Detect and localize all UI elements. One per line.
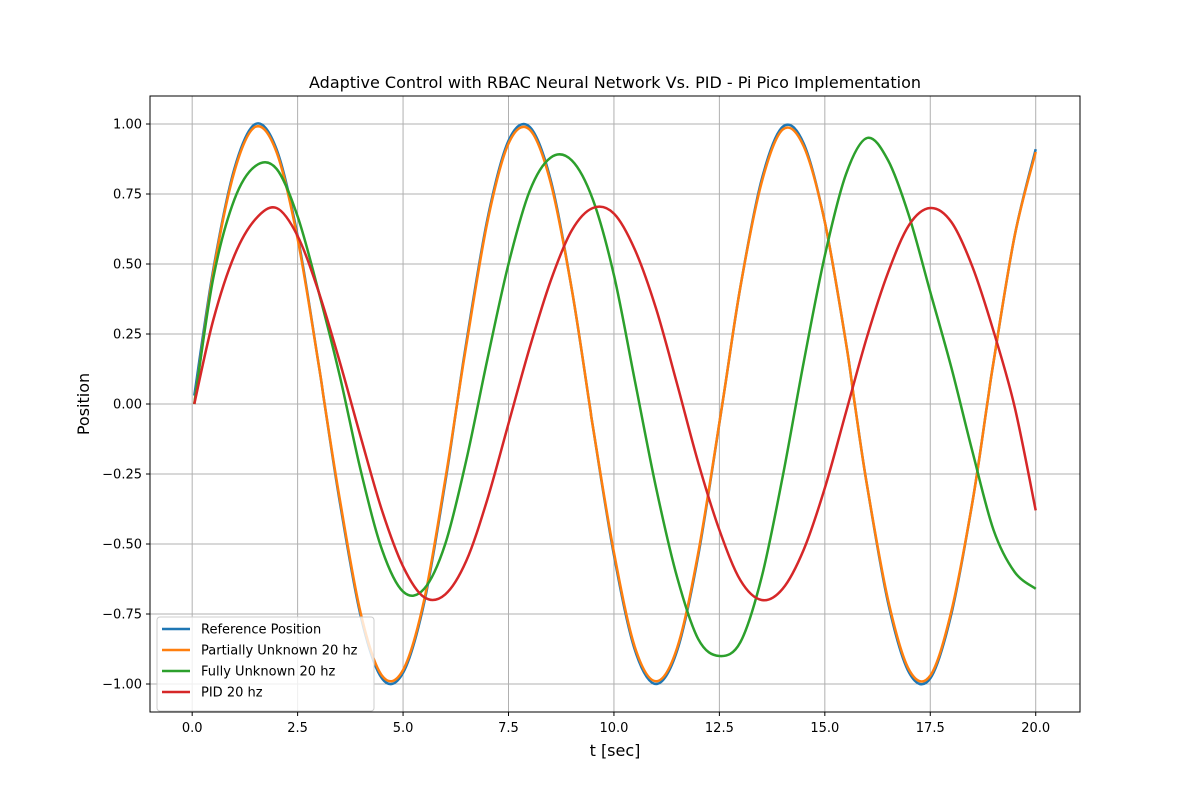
y-tick-label: 0.50 <box>113 258 142 273</box>
x-tick-label: 17.5 <box>916 721 945 736</box>
y-tick-label: −0.25 <box>102 468 142 483</box>
series-line-partially-unknown-20-hz <box>193 124 1037 683</box>
legend: Reference Position Partially Unknown 20 h… <box>156 616 375 712</box>
y-tick-label: −0.50 <box>102 538 142 553</box>
x-tick-label: 15.0 <box>810 721 839 736</box>
series-lines <box>193 122 1037 686</box>
x-tick-label: 20.0 <box>1021 721 1050 736</box>
x-tick-label: 12.5 <box>705 721 734 736</box>
y-tick-label: −0.75 <box>102 608 142 623</box>
y-tick-label: 0.25 <box>113 328 142 343</box>
chart-title: Adaptive Control with RBAC Neural Networ… <box>309 73 921 92</box>
legend-label: PID 20 hz <box>201 686 263 701</box>
y-tick-label: 0.00 <box>113 398 142 413</box>
legend-label: Partially Unknown 20 hz <box>201 644 358 659</box>
x-axis-label: t [sec] <box>590 741 641 760</box>
y-tick-label: 0.75 <box>113 188 142 203</box>
series-line-fully-unknown-20-hz <box>193 136 1037 658</box>
axis-ticks: 0.0 2.5 5.0 7.5 10.0 12.5 15.0 17.5 20.0 1.00 0.75… <box>102 118 1050 737</box>
x-tick-label: 2.5 <box>287 721 308 736</box>
y-axis-label: Position <box>74 373 93 435</box>
y-tick-label: 1.00 <box>113 118 142 133</box>
grid <box>150 96 1080 712</box>
x-tick-label: 7.5 <box>498 721 519 736</box>
legend-label: Reference Position <box>201 623 321 638</box>
x-tick-label: 5.0 <box>393 721 414 736</box>
x-tick-label: 0.0 <box>182 721 203 736</box>
series-line-pid-20-hz <box>193 205 1037 602</box>
legend-box <box>156 616 375 712</box>
x-tick-label: 10.0 <box>599 721 628 736</box>
legend-label: Fully Unknown 20 hz <box>201 665 335 680</box>
y-tick-label: −1.00 <box>102 678 142 693</box>
